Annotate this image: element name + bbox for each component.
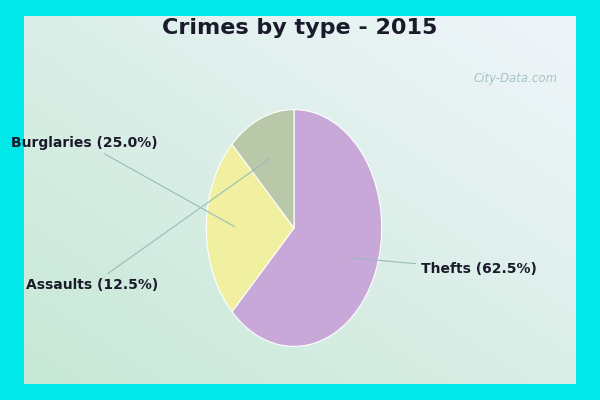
- Text: Thefts (62.5%): Thefts (62.5%): [349, 258, 537, 276]
- Text: Assaults (12.5%): Assaults (12.5%): [26, 158, 270, 292]
- Text: City-Data.com: City-Data.com: [474, 72, 558, 85]
- Wedge shape: [206, 144, 294, 312]
- Text: Crimes by type - 2015: Crimes by type - 2015: [163, 18, 437, 38]
- Text: Burglaries (25.0%): Burglaries (25.0%): [11, 136, 235, 227]
- Wedge shape: [232, 110, 294, 228]
- Wedge shape: [232, 110, 382, 346]
